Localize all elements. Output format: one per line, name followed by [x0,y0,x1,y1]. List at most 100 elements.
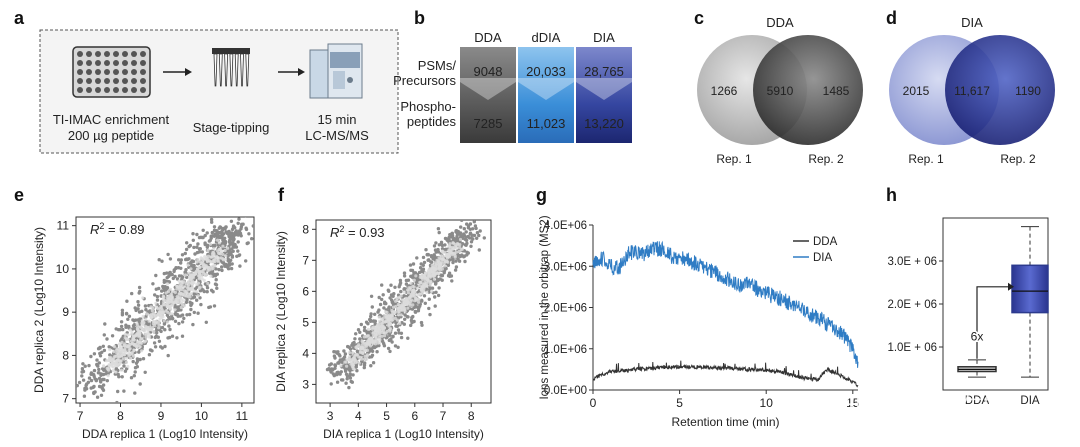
scatter-point [454,229,459,233]
scatter-point [153,293,157,297]
scatter-point [427,258,431,262]
scatter-point [197,247,202,251]
scatter-point [129,376,134,380]
scatter-point [335,372,339,377]
scatter-point [344,381,348,385]
scatter-point-dense [389,314,393,318]
scatter-point [160,325,165,330]
scatter-point-dense [195,267,200,271]
scatter-point-dense [436,260,440,264]
scatter-point-dense [186,281,190,285]
x-tick-label: 9 [158,409,165,423]
scatter-point [394,324,398,328]
scatter-point [369,364,373,368]
scatter-point-dense [419,275,423,279]
scatter-point-dense [456,242,460,247]
scatter-point [388,349,392,354]
scatter-point-dense [127,348,131,352]
scatter-point-dense [409,281,413,285]
scatter-point [392,292,396,296]
scatter-point [135,365,139,369]
scatter-point [406,336,410,340]
scatter-point-dense [117,349,121,353]
scatter-point [137,285,142,290]
scatter-point [210,230,214,235]
scatter-point [329,382,333,386]
scatter-point [157,258,161,262]
scatter-point [201,228,205,232]
scatter-point [421,255,426,260]
scatter-point-dense [411,303,415,307]
scatter-point [172,269,176,274]
phosphopeptide-count: 11,023 [527,116,566,131]
scatter-point-dense [195,290,199,294]
scatter-point [228,240,232,244]
scatter-point-dense [205,266,209,270]
scatter-point-dense [212,247,216,251]
scatter-point [463,259,467,264]
scatter-point-dense [186,285,190,289]
scatter-point-dense [123,332,127,336]
scatter-point [465,222,469,226]
scatter-point [205,231,209,235]
scatter-point-dense [144,339,148,343]
scatter-point-dense [126,364,130,369]
scatter-point [427,297,431,301]
panel-label-h: h [886,185,897,205]
scatter-point [420,268,424,273]
scatter-point [381,293,385,297]
scatter-point [362,325,367,330]
scatter-point-dense [141,328,145,332]
scatter-point-dense [140,349,144,353]
scatter-point-dense [148,325,152,329]
scatter-point-dense [216,259,221,263]
y-tick-label: 0.0E+00 [544,385,587,397]
venn-only-rep2: 1190 [1015,84,1041,98]
scatter-point [236,249,240,253]
scatter-point-dense [388,327,392,331]
scatter-point-dense [400,308,404,312]
scatter-point [382,306,386,310]
scatter-point-dense [429,275,433,279]
scatter-point-dense [442,261,446,265]
y-tick-label: 9 [62,305,69,319]
scatter-point-dense [152,323,157,327]
scatter-point-dense [363,348,367,353]
scatter-point [218,234,223,238]
scatter-point [99,380,103,384]
scatter-point-dense [378,330,382,334]
scatter-point [220,268,224,273]
scatter-point [167,324,171,328]
scatter-point-dense [412,278,416,282]
step-label-enrichment: TI-IMAC enrichment 200 µg peptide [53,112,170,143]
scatter-point-dense [144,326,148,330]
scatter-point [465,253,469,257]
scatter-point-dense [376,326,380,330]
scatter-point-dense [353,353,357,357]
scatter-point [137,350,141,354]
scatter-point-dense [374,332,378,336]
scatter-point-dense [117,354,121,358]
y-tick-label: 6 [302,284,309,298]
scatter-point-dense [180,288,184,292]
scatter-point [97,367,101,372]
scatter-point [153,345,158,349]
scatter-point [173,312,177,316]
scatter-point [391,334,395,338]
scatter-point-dense [216,238,220,242]
scatter-point [155,331,159,335]
scatter-point [101,383,106,387]
chevron-shape [518,78,574,100]
scatter-point [76,383,79,388]
scatter-point [433,304,437,308]
scatter-point [166,353,170,358]
scatter-point [477,248,481,252]
scatter-point-dense [376,341,380,345]
scatter-point-dense [141,314,145,319]
scatter-point [458,231,463,235]
scatter-point [217,267,221,272]
scatter-point-dense [221,257,225,261]
scatter-point [332,350,336,354]
scatter-point [375,350,379,354]
scatter-point [77,380,82,385]
